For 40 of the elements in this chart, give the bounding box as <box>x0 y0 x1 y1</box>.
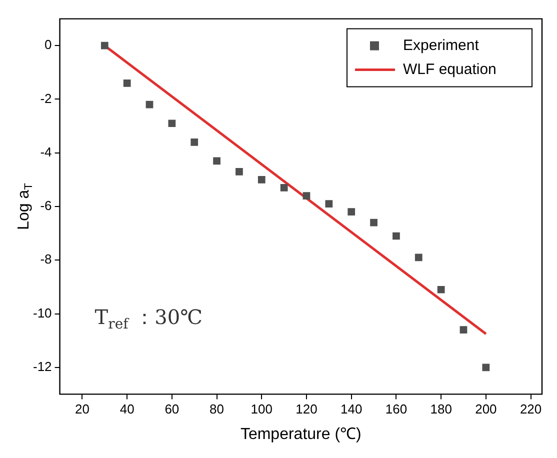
x-tick-label: 160 <box>385 402 408 417</box>
point <box>213 157 220 165</box>
y-axis-title: Log aT <box>15 182 35 230</box>
point <box>460 326 468 334</box>
point <box>236 168 243 176</box>
x-tick-label: 220 <box>520 402 542 417</box>
x-tick-label: 180 <box>430 402 452 417</box>
x-tick-label: 40 <box>120 402 134 417</box>
x-tick-label: 60 <box>164 402 180 417</box>
point <box>123 79 131 87</box>
x-tick-label: 200 <box>475 402 497 417</box>
point <box>190 138 198 146</box>
legend-label: Experiment <box>403 36 480 54</box>
point <box>392 232 400 240</box>
point <box>302 192 310 200</box>
point <box>325 200 333 208</box>
x-tick-label: 20 <box>74 402 90 417</box>
point <box>280 184 288 192</box>
x-tick-label: 120 <box>296 402 318 417</box>
x-tick-label: 140 <box>340 402 362 417</box>
point <box>168 120 176 128</box>
y-tick-label: 0 <box>44 37 52 52</box>
point <box>258 176 266 184</box>
legend-label: WLF equation <box>403 60 496 78</box>
y-tick-label: -10 <box>32 305 52 320</box>
y-tick-label: -8 <box>40 252 52 267</box>
point <box>437 286 445 294</box>
point <box>100 42 108 50</box>
point <box>370 218 378 226</box>
point <box>146 100 154 108</box>
y-tick-label: -6 <box>40 198 52 214</box>
x-axis-title: Temperature (℃) <box>240 426 362 443</box>
y-tick-label: -12 <box>32 358 52 374</box>
point <box>482 364 490 372</box>
x-tick-label: 100 <box>250 402 272 417</box>
point <box>348 208 356 216</box>
y-tick-label: -2 <box>40 90 52 106</box>
y-tick-label: -4 <box>40 144 52 160</box>
x-tick-label: 80 <box>210 402 224 417</box>
point <box>414 254 422 262</box>
